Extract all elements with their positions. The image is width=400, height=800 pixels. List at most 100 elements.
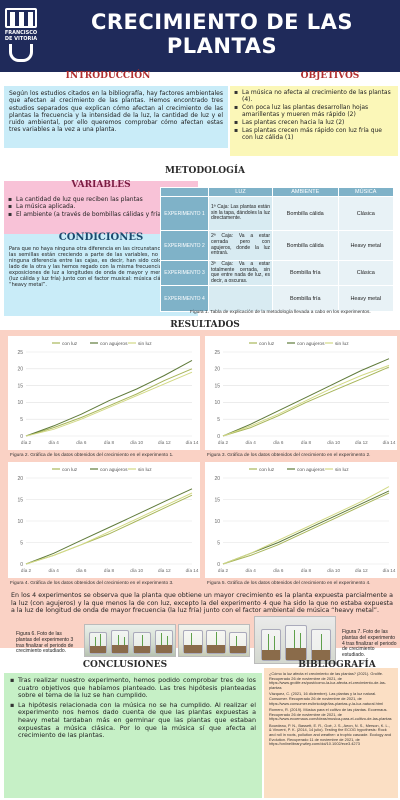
figure-3-caption: Figura 3. Gráfica de los datos obtenidos… <box>207 453 371 458</box>
legend-label: con luz <box>259 467 275 473</box>
variable-item: La música aplicada. <box>16 203 194 210</box>
table-header-empty <box>160 187 209 197</box>
series-line <box>222 364 390 437</box>
objective-item: Las plantas crecen hacia la luz (2) <box>242 119 394 126</box>
legend-label: sin luz <box>138 467 152 473</box>
x-tick-label: día 6 <box>273 568 284 573</box>
x-tick-label: día 14 <box>186 568 199 573</box>
conclusion-item: Tras realizar nuestro experimento, hemos… <box>18 676 256 700</box>
legend-label: sin luz <box>335 467 349 473</box>
university-logo: FRANCISCO DE VITORIA <box>3 6 39 64</box>
musica-cell: Clásica <box>337 196 394 231</box>
objective-item: La música no afecta al crecimiento de la… <box>242 89 394 104</box>
legend-label: con agujeros <box>297 467 325 473</box>
experiment-cell: EXPERIMENTO 1 <box>160 196 209 231</box>
conclusions-list: Tras realizar nuestro experimento, hemos… <box>18 676 256 740</box>
y-tick-label: 5 <box>20 540 23 546</box>
x-tick-label: día 12 <box>355 440 368 445</box>
luz-cell <box>208 285 273 313</box>
x-tick-label: día 12 <box>355 568 368 573</box>
bibliography-item: ¿Cómo la luz afecta el crecimiento de la… <box>269 671 386 691</box>
legend-label: con luz <box>62 341 78 347</box>
table-row: EXPERIMENTO 3 3ª Caja: Va a estar totalm… <box>160 259 394 287</box>
x-tick-label: día 10 <box>327 440 340 445</box>
y-tick-label: 15 <box>17 383 23 389</box>
bibliography-panel: ¿Cómo la luz afecta el crecimiento de la… <box>264 668 398 798</box>
logo-text-2: DE VITORIA <box>4 36 38 42</box>
ambiente-cell: Bombilla fría <box>272 259 339 287</box>
objectives-heading: OBJETIVOS <box>300 71 360 81</box>
x-tick-label: día 12 <box>158 440 171 445</box>
logo-emblem <box>5 8 37 28</box>
legend-label: con agujeros <box>297 341 325 347</box>
x-tick-label: día 6 <box>76 440 87 445</box>
header-banner: FRANCISCO DE VITORIA CRECIMIENTO DE LAS … <box>0 0 400 72</box>
legend-label: con agujeros <box>100 467 128 473</box>
intro-text: Según los estudios citados en la bibliog… <box>9 90 223 134</box>
y-tick-label: 10 <box>214 519 220 525</box>
series-line <box>222 358 390 437</box>
x-tick-label: día 10 <box>130 440 143 445</box>
x-tick-label: día 8 <box>104 440 115 445</box>
objective-item: Con poca luz las plantas desarrollan hoj… <box>242 104 394 119</box>
methodology-table-wrap: LUZ AMBIENTE MÚSICA EXPERIMENTO 1 1ª Caj… <box>160 187 394 313</box>
table-header-musica: MÚSICA <box>337 187 394 197</box>
bibliography-item: Romero, R. (2019). Música para el cultiv… <box>269 706 392 722</box>
y-tick-label: 0 <box>217 562 220 568</box>
x-tick-label: día 14 <box>383 568 396 573</box>
x-tick-label: día 2 <box>218 440 229 445</box>
musica-cell: Heavy metal <box>337 230 394 261</box>
y-tick-label: 20 <box>17 476 23 482</box>
ambiente-cell: Bombilla cálida <box>272 230 339 261</box>
x-tick-label: día 4 <box>246 440 257 445</box>
y-tick-label: 10 <box>214 400 220 406</box>
growth-chart-exp1: 0 5 10 15 20 25 día 2 día 4 día 6 día 8 día 10 día … <box>8 336 200 450</box>
luz-cell: 1ª Caja: Las plantas están sin la tapa, … <box>208 196 273 231</box>
legend-label: sin luz <box>335 341 349 347</box>
y-tick-label: 20 <box>17 367 23 373</box>
y-tick-label: 20 <box>214 476 220 482</box>
bibliography-item: Bourdeau, P. N., Bassett, E. R., Goé, J.… <box>269 722 391 747</box>
title-line-2: PLANTAS <box>166 34 278 58</box>
legend-label: con agujeros <box>100 341 128 347</box>
x-tick-label: día 6 <box>76 568 87 573</box>
experiment-cell: EXPERIMENTO 3 <box>160 259 209 287</box>
y-tick-label: 15 <box>214 497 220 503</box>
title-line-1: CRECIMIENTO DE LAS <box>90 10 354 34</box>
conclusions-panel: Tras realizar nuestro experimento, hemos… <box>4 673 262 798</box>
series-line <box>25 494 193 565</box>
figure-6-caption: Figura 6. Foto de las plantas del experi… <box>16 631 74 655</box>
x-tick-label: día 14 <box>186 440 199 445</box>
y-tick-label: 15 <box>17 497 23 503</box>
figure-2-caption: Figura 2. Gráfica de los datos obtenidos… <box>10 453 174 458</box>
musica-cell: Heavy metal <box>337 285 394 313</box>
variable-item: La cantidad de luz que reciben las plant… <box>16 196 194 203</box>
y-tick-label: 0 <box>217 434 220 440</box>
variables-list: La cantidad de luz que reciben las plant… <box>16 196 194 218</box>
y-tick-label: 10 <box>17 400 23 406</box>
figure-7-caption: Figura 7. Foto de las plantas del experi… <box>342 629 397 659</box>
logo-text-1: FRANCISCO <box>4 30 38 36</box>
ambiente-cell: Bombilla cálida <box>272 196 339 231</box>
growth-chart-exp3: 0 5 10 15 20 día 2 día 4 día 6 día 8 día 10 día 12… <box>8 462 200 578</box>
y-tick-label: 15 <box>214 383 220 389</box>
intro-panel: Según los estudios citados en la bibliog… <box>4 86 228 148</box>
series-line <box>25 371 193 437</box>
plants-photo-exp3-b <box>178 624 250 657</box>
intro-heading: INTRODUCCIÓN <box>65 71 151 81</box>
y-tick-label: 5 <box>217 417 220 423</box>
figure-4-caption: Figura 4. Gráfica de los datos obtenidos… <box>10 581 174 586</box>
x-tick-label: día 4 <box>49 440 60 445</box>
series-line <box>222 492 390 565</box>
objective-item: Las plantas crecen más rápido con luz fr… <box>242 127 394 142</box>
growth-chart-exp2: 0 5 10 15 20 25 día 2 día 4 día 6 día 8 día 10 día … <box>205 336 397 450</box>
conditions-text: Para que no haya ninguna otra diferencia… <box>9 246 195 288</box>
legend-label: con luz <box>259 341 275 347</box>
figure-5-caption: Figura 5. Gráfica de los datos obtenidos… <box>207 581 371 586</box>
methodology-heading: METODOLOGÍA <box>164 166 246 176</box>
chart-svg: 0 5 10 15 20 25 día 2 día 4 día 6 día 8 día 10 día … <box>214 341 395 445</box>
results-text: En los 4 experimentos se observa que la … <box>11 592 393 614</box>
x-tick-label: día 10 <box>327 568 340 573</box>
y-tick-label: 25 <box>17 350 23 356</box>
x-tick-label: día 10 <box>130 568 143 573</box>
